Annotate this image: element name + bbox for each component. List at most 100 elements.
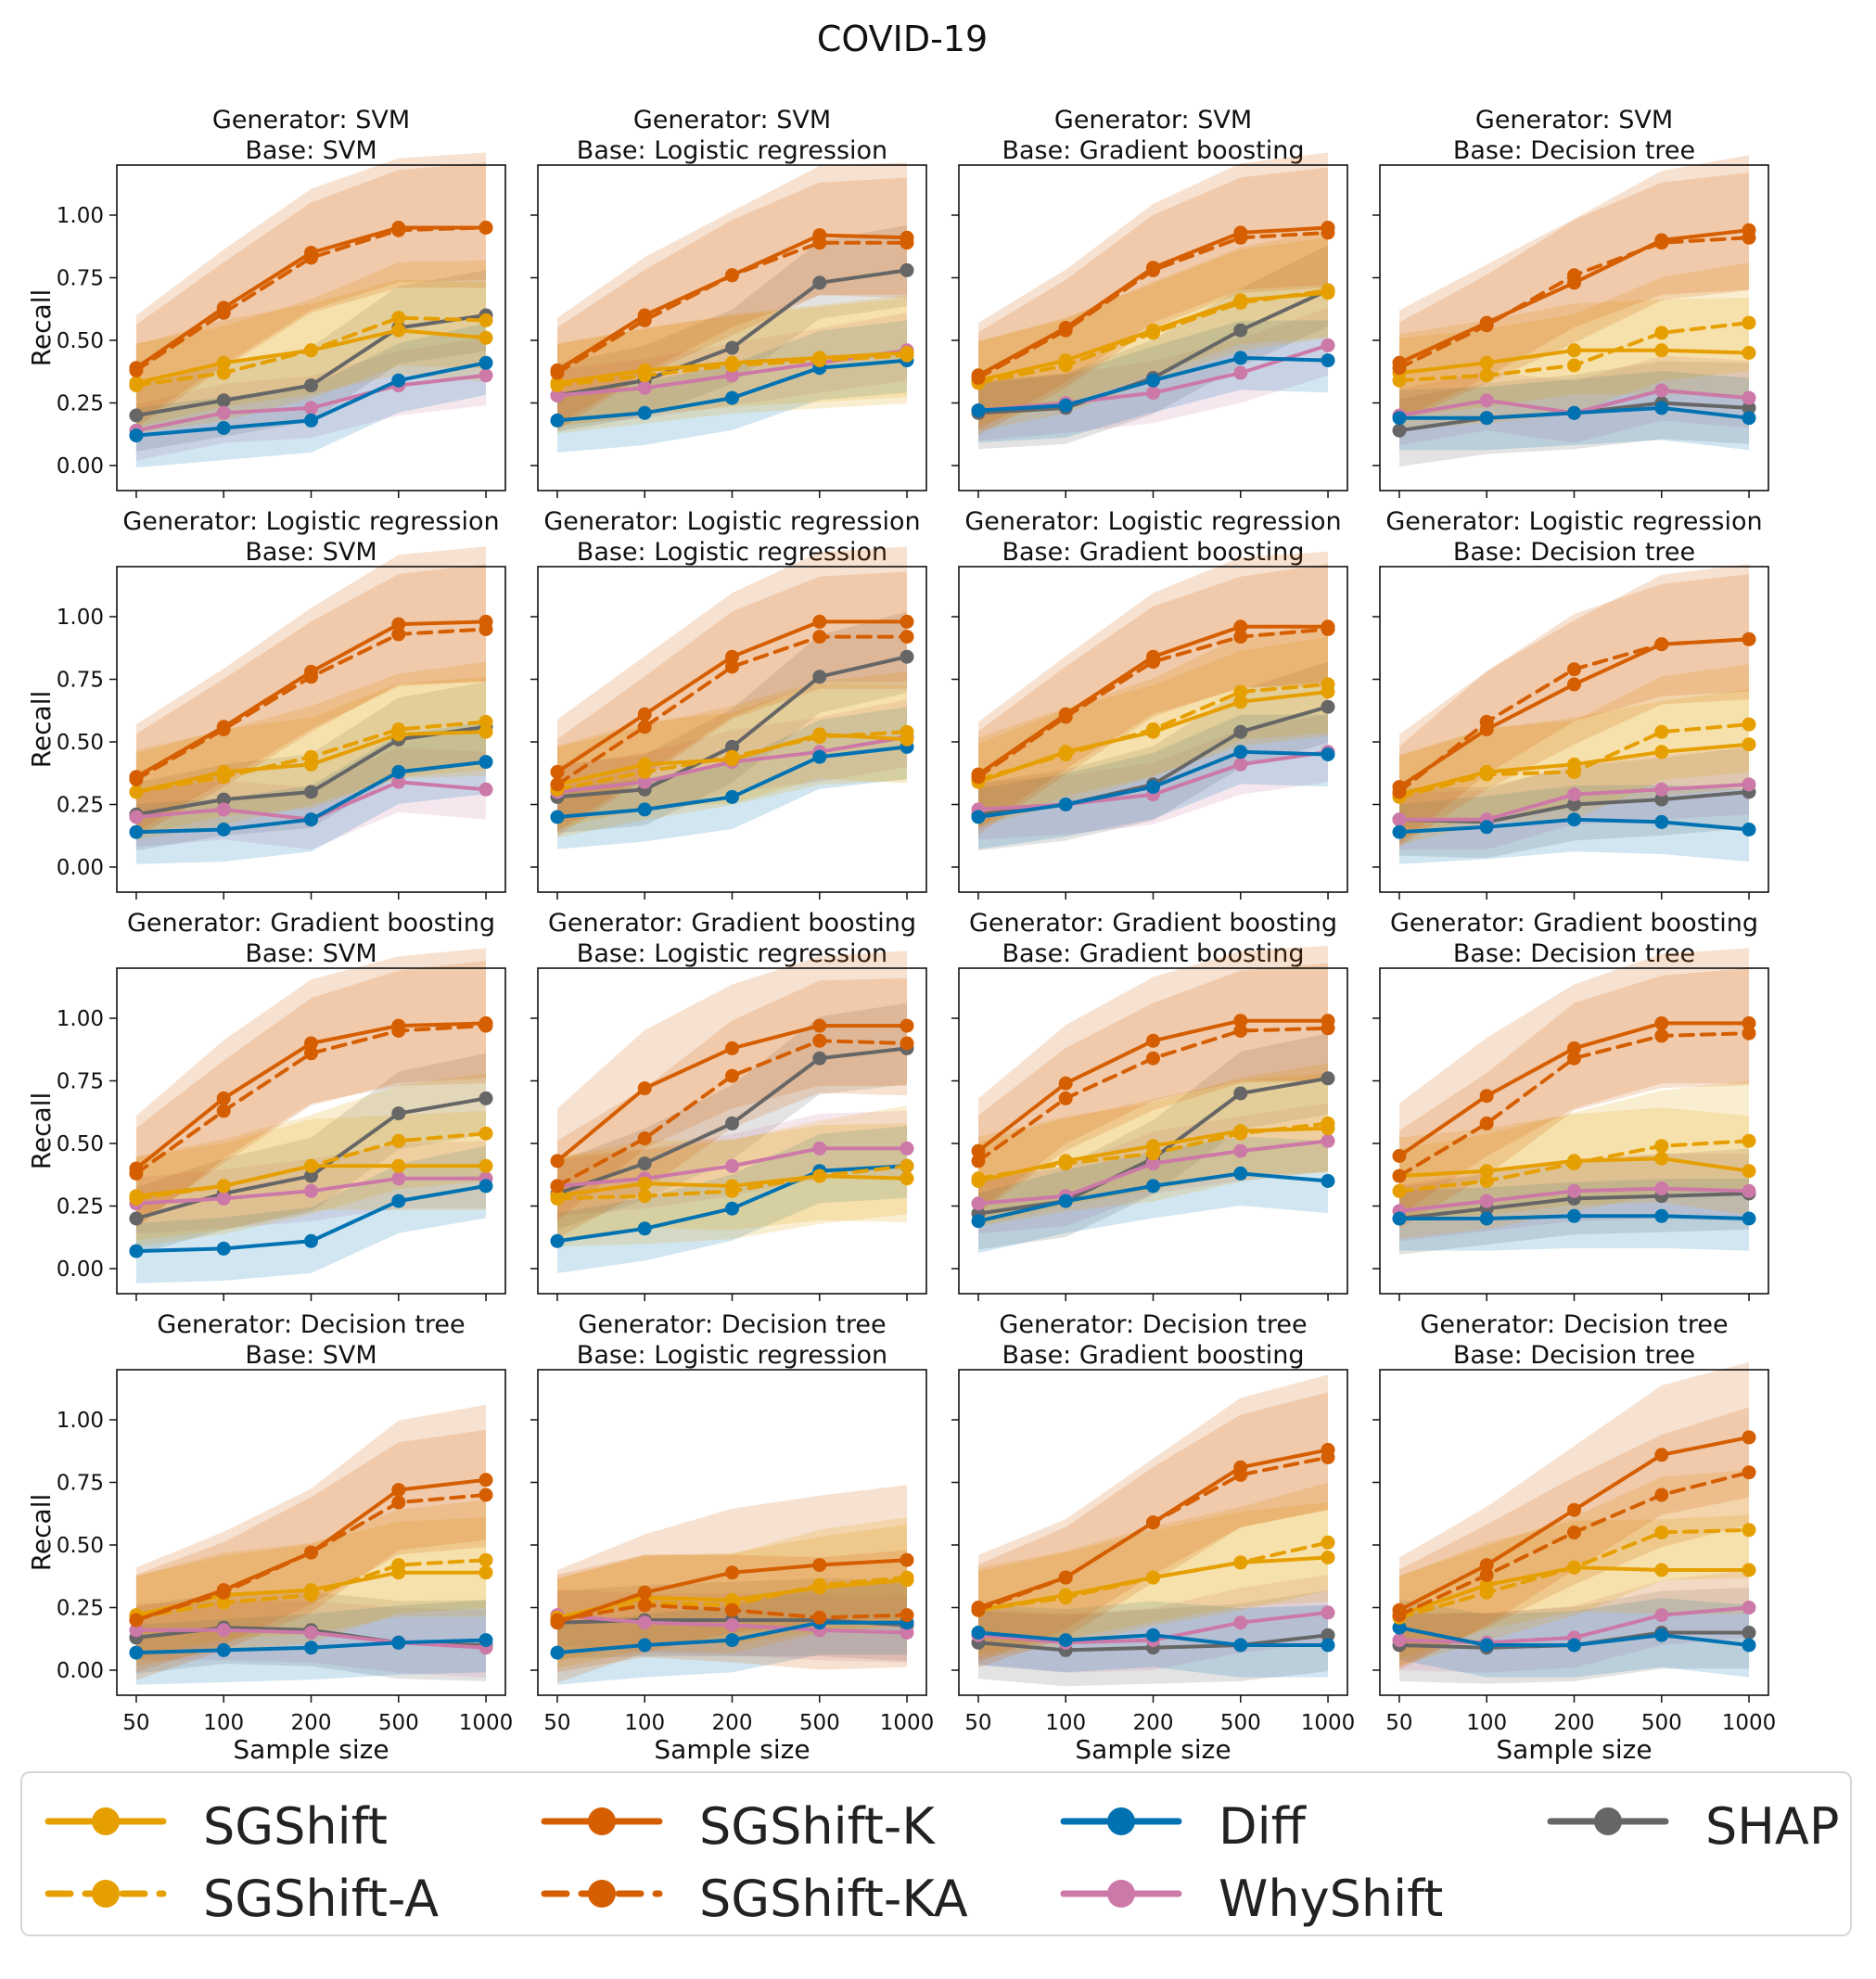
data-point — [216, 1623, 231, 1638]
data-point — [1233, 630, 1248, 645]
data-point — [1321, 1133, 1335, 1148]
data-point — [1479, 1116, 1494, 1130]
data-point — [479, 1487, 493, 1502]
data-point — [1654, 401, 1669, 415]
data-point — [900, 1608, 914, 1623]
data-point — [1321, 338, 1335, 352]
data-point — [637, 802, 652, 817]
panel-title-base: Base: Gradient boosting — [1002, 136, 1304, 165]
panel-title-generator: Generator: SVM — [212, 106, 410, 134]
data-point — [1233, 351, 1248, 365]
data-point — [725, 390, 739, 405]
data-point — [1742, 1211, 1756, 1226]
data-point — [1567, 1208, 1581, 1223]
series-sgshift-k — [971, 1014, 1335, 1158]
data-point — [1321, 699, 1335, 714]
data-point — [637, 380, 652, 395]
data-point — [1567, 1638, 1581, 1653]
y-tick-label: 1.00 — [57, 1007, 104, 1031]
data-point — [900, 1626, 914, 1640]
data-point — [1654, 1151, 1669, 1166]
data-point — [216, 1642, 231, 1657]
panel-title-base: Base: Gradient boosting — [1002, 939, 1304, 968]
x-tick-label: 100 — [1466, 1711, 1507, 1735]
legend-label: SGShift-KA — [699, 1870, 968, 1928]
data-point — [216, 1091, 231, 1105]
data-point — [725, 649, 739, 664]
x-tick-label: 100 — [624, 1711, 665, 1735]
data-point — [900, 732, 914, 747]
data-point — [1058, 1633, 1073, 1648]
data-point — [304, 1046, 318, 1061]
legend-label: SHAP — [1705, 1797, 1840, 1856]
data-point — [1742, 315, 1756, 330]
data-point — [304, 1641, 318, 1655]
data-point — [1654, 1181, 1669, 1196]
data-point — [1479, 368, 1494, 383]
data-point — [1321, 1014, 1335, 1028]
y-tick-label: 0.00 — [57, 856, 104, 880]
panel-title-generator: Generator: Decision tree — [1420, 1310, 1728, 1339]
data-point — [216, 1583, 231, 1598]
data-point — [1233, 724, 1248, 739]
data-point — [129, 1161, 144, 1176]
y-tick-label: 0.00 — [57, 1258, 104, 1282]
series-sgshift — [550, 727, 914, 792]
data-point — [1567, 757, 1581, 772]
data-point — [391, 627, 406, 642]
data-point — [1567, 1154, 1581, 1168]
data-point — [900, 1036, 914, 1051]
data-point — [1479, 1558, 1494, 1573]
data-point — [304, 413, 318, 428]
y-tick-label: 0.75 — [57, 669, 104, 693]
panel-title-base: Base: Gradient boosting — [1002, 538, 1304, 567]
data-point — [1321, 353, 1335, 368]
data-point — [479, 755, 493, 770]
series-sgshift-k — [129, 1015, 493, 1176]
panel-title-generator: Generator: SVM — [1054, 106, 1252, 134]
series-sgshift-k — [129, 1473, 493, 1628]
data-point — [1654, 343, 1669, 358]
data-point — [1567, 677, 1581, 692]
data-point — [216, 764, 231, 779]
legend-marker — [1594, 1807, 1622, 1835]
data-point — [1392, 1183, 1407, 1198]
legend-label: SGShift-K — [699, 1797, 935, 1856]
series-diff — [129, 1179, 493, 1258]
legend-item-whyshift: WhyShift — [1056, 1866, 1520, 1928]
confidence-band-sgshift-a — [978, 1482, 1328, 1658]
data-point — [971, 1196, 986, 1211]
data-point — [304, 1583, 318, 1598]
x-tick-label: 1000 — [880, 1711, 935, 1735]
x-tick-label: 100 — [1045, 1711, 1086, 1735]
data-point — [900, 346, 914, 360]
data-point — [812, 614, 827, 629]
confidence-band-sgshift-a — [557, 1105, 907, 1247]
data-point — [637, 1585, 652, 1600]
legend-item-sgshift: SGShift — [41, 1794, 504, 1856]
data-point — [479, 355, 493, 370]
data-point — [216, 355, 231, 370]
data-point — [812, 228, 827, 243]
confidence-bands — [135, 948, 486, 1283]
data-point — [1479, 722, 1494, 736]
data-point — [900, 230, 914, 245]
panel-title-generator: Generator: Logistic regression — [1385, 507, 1762, 536]
series-diff — [1392, 1208, 1756, 1226]
data-point — [1742, 1563, 1756, 1577]
legend-item-sgshift-k: SGShift-K — [537, 1794, 1001, 1856]
data-point — [1479, 820, 1494, 835]
legend-label: SGShift — [203, 1797, 388, 1856]
data-point — [900, 1141, 914, 1155]
data-point — [725, 1602, 739, 1617]
data-point — [1321, 1638, 1335, 1653]
legend-swatch-sgshift-a — [45, 1880, 167, 1908]
data-point — [1654, 326, 1669, 340]
data-point — [550, 777, 565, 792]
series-sgshift-ka — [550, 630, 914, 792]
x-tick-label: 50 — [964, 1711, 991, 1735]
series-diff — [129, 355, 493, 443]
